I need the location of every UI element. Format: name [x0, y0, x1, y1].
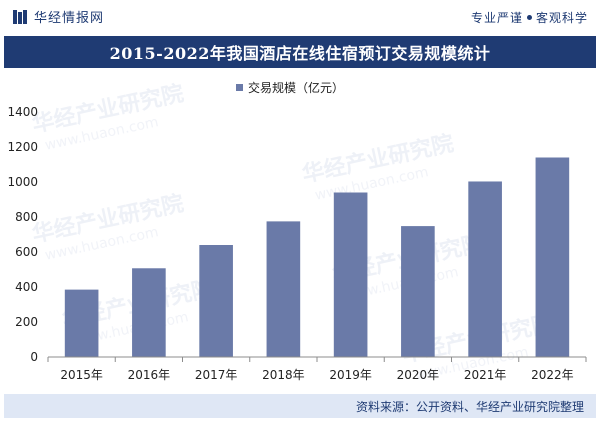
bar — [401, 226, 435, 357]
y-tick-label: 800 — [15, 210, 38, 224]
x-tick-label: 2017年 — [195, 368, 238, 382]
y-tick-label: 1000 — [7, 175, 38, 189]
x-tick-label: 2015年 — [60, 368, 103, 382]
x-tick-label: 2016年 — [128, 368, 171, 382]
chart-title: 2015-2022年我国酒店在线住宿预订交易规模统计 — [109, 44, 491, 63]
top-bar: 华经情报网 专业严谨 客观科学 — [0, 0, 600, 36]
source-bar: 资料来源：公开资料、华经产业研究院整理 — [4, 394, 596, 418]
bar — [199, 245, 233, 357]
y-tick-label: 200 — [15, 315, 38, 329]
x-tick-label: 2020年 — [397, 368, 440, 382]
y-tick-label: 1400 — [7, 105, 38, 119]
x-tick-label: 2019年 — [329, 368, 372, 382]
brand: 华经情报网 — [12, 7, 104, 26]
brand-name: 华经情报网 — [34, 11, 105, 26]
slogan-left: 专业严谨 — [470, 11, 523, 25]
source-note: 资料来源：公开资料、华经产业研究院整理 — [355, 400, 584, 414]
bar — [535, 157, 570, 357]
bar — [333, 192, 368, 357]
y-axis: 0 200 400 600 800 1000 1200 1400 — [7, 105, 38, 364]
bar — [132, 268, 166, 357]
bar — [468, 181, 502, 357]
x-tick-label: 2022年 — [531, 368, 574, 382]
slogan-right: 客观科学 — [535, 11, 588, 25]
bullet-icon — [526, 15, 532, 20]
bar — [266, 221, 301, 357]
legend-swatch — [236, 84, 243, 91]
x-tick-label: 2018年 — [262, 368, 305, 382]
slogan: 专业严谨 客观科学 — [471, 9, 588, 26]
brand-logo-icon — [13, 9, 27, 24]
bars — [64, 157, 570, 357]
bar — [64, 289, 99, 357]
y-tick-label: 1200 — [7, 140, 38, 154]
x-axis: 2015年 2016年 2017年 2018年 2019年 2020年 2021年 2022年 — [47, 357, 587, 382]
y-tick-label: 0 — [30, 350, 38, 364]
title-bar: 2015-2022年我国酒店在线住宿预订交易规模统计 — [4, 36, 596, 68]
x-tick-label: 2021年 — [464, 368, 507, 382]
y-tick-label: 400 — [15, 280, 38, 294]
legend-label: 交易规模（亿元） — [248, 80, 344, 95]
legend: 交易规模（亿元） — [236, 80, 344, 95]
y-tick-label: 600 — [15, 245, 38, 259]
